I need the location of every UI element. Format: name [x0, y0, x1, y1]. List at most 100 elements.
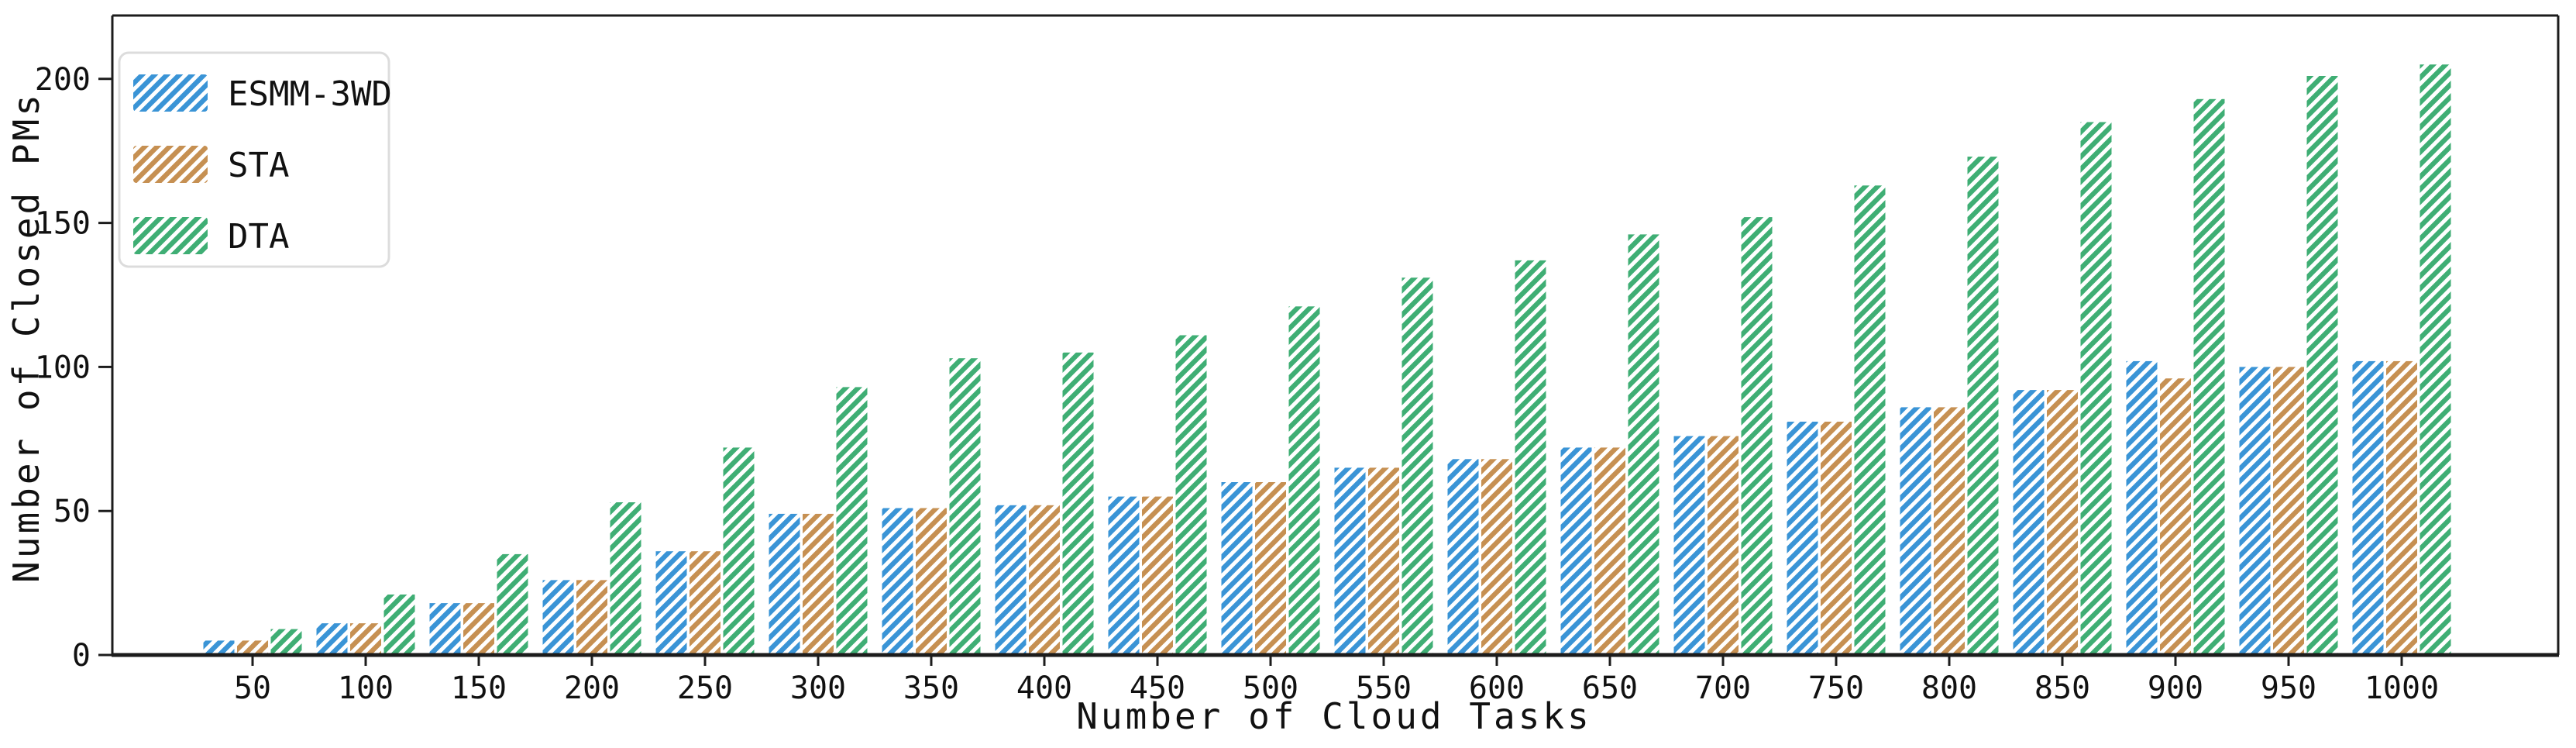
bar-sta-400 — [1029, 505, 1060, 655]
x-tick-label: 950 — [2261, 670, 2316, 706]
bar-dta-600 — [1515, 260, 1546, 655]
bar-group-600 — [1447, 260, 1546, 655]
bar-dta-850 — [2080, 122, 2112, 655]
bar-sta-1000 — [2386, 360, 2417, 655]
legend-label: STA — [228, 146, 289, 185]
bar-dta-350 — [949, 358, 981, 655]
x-tick-label: 700 — [1695, 670, 1751, 706]
bar-sta-50 — [237, 640, 268, 655]
bar-esmm-3wd-850 — [2013, 390, 2045, 655]
x-tick-label: 850 — [2034, 670, 2090, 706]
legend-swatch-esmm-3wd — [133, 74, 208, 112]
bar-group-800 — [1900, 157, 1999, 656]
bar-group-1000 — [2352, 64, 2451, 655]
bar-esmm-3wd-750 — [1787, 422, 1818, 655]
y-tick-label: 150 — [35, 206, 91, 242]
bar-dta-650 — [1628, 234, 1659, 655]
bar-group-750 — [1787, 185, 1886, 656]
bar-dta-700 — [1741, 217, 1773, 656]
bar-dta-150 — [497, 553, 528, 655]
bar-esmm-3wd-300 — [769, 513, 800, 655]
bar-esmm-3wd-200 — [542, 580, 574, 655]
bar-group-500 — [1221, 306, 1320, 655]
x-tick-label: 900 — [2148, 670, 2203, 706]
bar-esmm-3wd-800 — [1900, 407, 1931, 655]
bar-sta-250 — [690, 551, 721, 655]
bar-sta-600 — [1481, 459, 1512, 655]
bar-sta-500 — [1255, 482, 1286, 655]
bar-group-550 — [1334, 277, 1433, 655]
legend: ESMM-3WD STA DTA — [118, 51, 392, 268]
bar-sta-550 — [1368, 467, 1399, 655]
legend-swatch-dta — [133, 217, 208, 254]
x-tick-label: 450 — [1130, 670, 1185, 706]
y-tick-label: 0 — [72, 638, 91, 674]
bar-dta-100 — [383, 595, 415, 655]
bar-esmm-3wd-950 — [2239, 367, 2271, 655]
legend-entry-dta: DTA — [133, 217, 289, 257]
legend-label: ESMM-3WD — [228, 74, 392, 114]
bar-esmm-3wd-1000 — [2352, 360, 2384, 655]
bar-sta-800 — [1934, 407, 1965, 655]
bar-group-250 — [655, 447, 755, 655]
bar-group-400 — [995, 352, 1094, 655]
bar-dta-450 — [1175, 335, 1207, 655]
y-tick-label: 50 — [53, 494, 91, 529]
bar-group-700 — [1673, 217, 1773, 656]
bar-esmm-3wd-700 — [1673, 436, 1705, 655]
legend-swatch-sta — [133, 146, 208, 183]
bar-dta-300 — [836, 387, 868, 655]
x-tick-label: 50 — [234, 670, 271, 706]
bar-esmm-3wd-50 — [203, 640, 235, 655]
bar-sta-350 — [916, 508, 947, 655]
bar-sta-750 — [1821, 422, 1852, 655]
bar-dta-800 — [1967, 157, 1999, 656]
bar-esmm-3wd-350 — [882, 508, 913, 655]
x-tick-label: 500 — [1243, 670, 1298, 706]
bar-group-100 — [316, 595, 415, 655]
bar-dta-950 — [2306, 76, 2338, 655]
x-tick-label: 100 — [338, 670, 394, 706]
bar-sta-200 — [576, 580, 607, 655]
x-tick-label: 1000 — [2364, 670, 2439, 706]
x-tick-label: 600 — [1469, 670, 1525, 706]
y-axis-title: Number of Closed PMs — [5, 91, 47, 583]
x-tick-label: 250 — [677, 670, 733, 706]
bar-esmm-3wd-100 — [316, 623, 348, 655]
bar-esmm-3wd-600 — [1447, 459, 1479, 655]
bar-dta-1000 — [2420, 64, 2451, 655]
bar-sta-850 — [2047, 390, 2078, 655]
bar-group-950 — [2239, 76, 2338, 655]
legend-entry-esmm-3wd: ESMM-3WD — [133, 74, 392, 114]
bar-esmm-3wd-150 — [429, 603, 461, 655]
bar-dta-200 — [610, 502, 641, 655]
legend-entry-sta: STA — [133, 146, 289, 185]
bar-sta-900 — [2160, 378, 2191, 655]
bar-esmm-3wd-500 — [1221, 482, 1253, 655]
x-tick-label: 150 — [451, 670, 507, 706]
x-tick-label: 800 — [1921, 670, 1977, 706]
x-tick-label: 650 — [1582, 670, 1638, 706]
bar-group-50 — [203, 629, 302, 655]
bar-sta-450 — [1142, 496, 1173, 655]
bar-group-350 — [882, 358, 981, 655]
bar-sta-150 — [463, 603, 494, 655]
bar-dta-550 — [1401, 277, 1433, 655]
bar-group-650 — [1560, 234, 1659, 655]
bar-esmm-3wd-900 — [2126, 360, 2158, 655]
x-tick-label: 550 — [1356, 670, 1412, 706]
x-tick-label: 350 — [903, 670, 959, 706]
bar-sta-700 — [1708, 436, 1739, 655]
bar-dta-900 — [2193, 98, 2225, 656]
plot-frame — [111, 14, 2560, 657]
bar-sta-950 — [2273, 367, 2304, 655]
bar-group-200 — [542, 502, 641, 655]
bar-dta-50 — [270, 629, 302, 655]
legend-label: DTA — [228, 217, 289, 257]
bar-dta-500 — [1288, 306, 1320, 655]
x-tick-label: 200 — [564, 670, 620, 706]
bar-group-900 — [2126, 98, 2225, 656]
bar-sta-100 — [350, 623, 381, 655]
